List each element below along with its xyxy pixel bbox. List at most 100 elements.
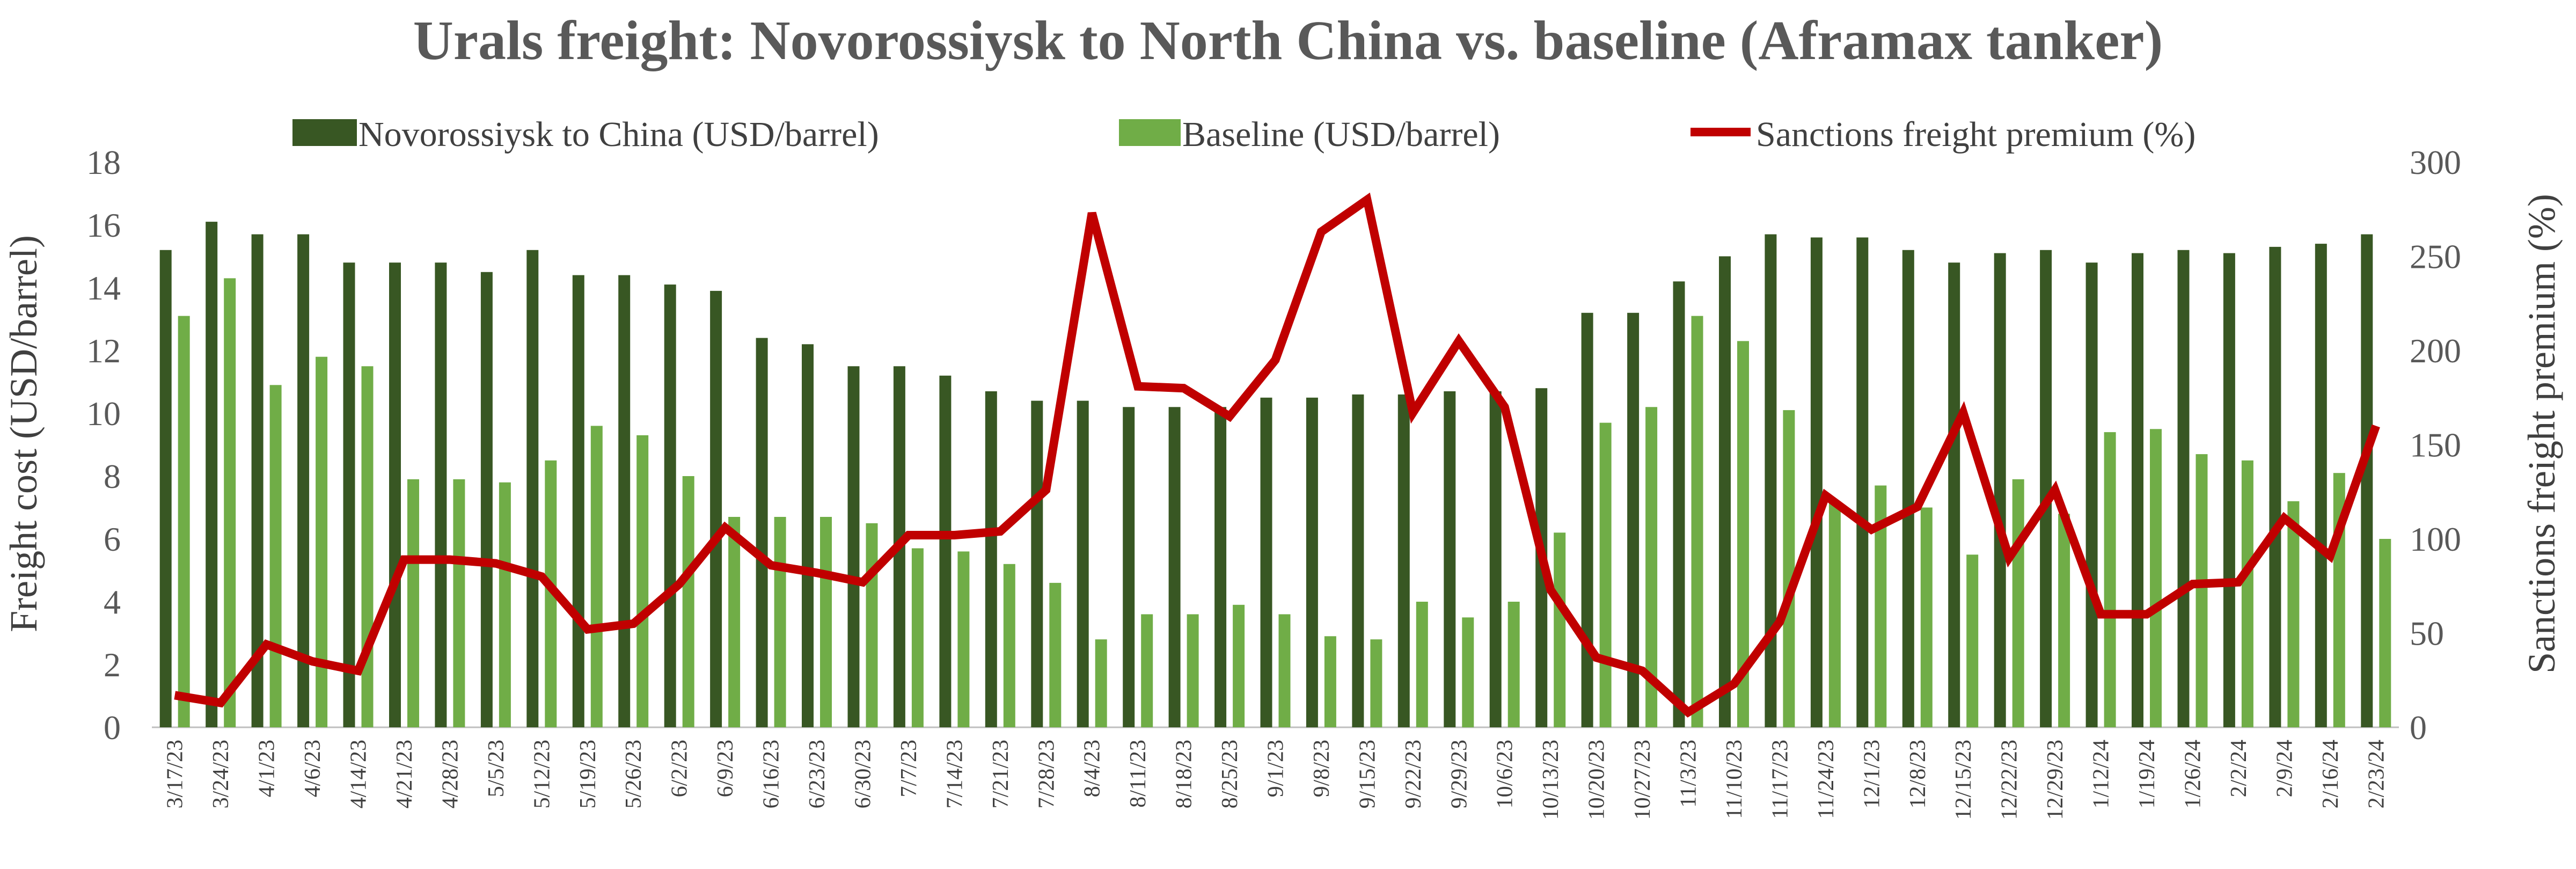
bar-novorossiysk-china xyxy=(2315,244,2327,728)
x-tick-label: 6/23/23 xyxy=(805,740,830,808)
bar-novorossiysk-china xyxy=(526,250,539,727)
bar-baseline xyxy=(728,517,741,727)
x-tick-label: 7/28/23 xyxy=(1034,740,1059,808)
bar-novorossiysk-china xyxy=(2177,250,2190,727)
bar-novorossiysk-china xyxy=(343,262,355,727)
bar-baseline xyxy=(1691,316,1703,727)
x-tick-label: 5/26/23 xyxy=(621,740,646,808)
bar-baseline xyxy=(1599,422,1612,727)
bar-baseline xyxy=(866,523,878,728)
x-tick-label: 4/1/23 xyxy=(255,740,280,797)
bar-baseline xyxy=(1783,410,1795,727)
x-tick-label: 4/28/23 xyxy=(438,740,463,808)
bar-novorossiysk-china xyxy=(1214,407,1227,727)
bar-baseline xyxy=(1416,602,1428,727)
bar-novorossiysk-china xyxy=(1627,312,1640,727)
x-tick-label: 4/14/23 xyxy=(347,740,371,808)
bar-novorossiysk-china xyxy=(802,344,814,727)
y2-axis-ticks: 0 50 100 150 200 250 300 xyxy=(2410,143,2461,747)
bar-baseline xyxy=(2012,479,2024,727)
x-tick-label: 8/4/23 xyxy=(1080,740,1105,797)
bar-novorossiysk-china xyxy=(1352,394,1364,727)
bar-baseline xyxy=(361,366,374,728)
bar-novorossiysk-china xyxy=(1902,250,1914,727)
x-tick-label: 9/15/23 xyxy=(1355,740,1380,808)
y2-tick-label: 0 xyxy=(2410,709,2427,747)
bar-baseline xyxy=(2196,454,2208,727)
bar-novorossiysk-china xyxy=(159,250,172,727)
bar-baseline xyxy=(1370,639,1382,727)
bar-novorossiysk-china xyxy=(1397,394,1410,727)
x-tick-label: 8/25/23 xyxy=(1218,740,1242,808)
x-tick-label: 2/9/24 xyxy=(2272,740,2297,797)
bar-novorossiysk-china xyxy=(1031,400,1043,727)
x-tick-label: 11/3/23 xyxy=(1677,740,1701,808)
bar-novorossiysk-china xyxy=(2269,246,2281,727)
x-tick-label: 8/18/23 xyxy=(1172,740,1197,808)
chart-title: Urals freight: Novorossiysk to North Chi… xyxy=(413,10,2163,71)
y-axis-title: Freight cost (USD/barrel) xyxy=(2,235,45,632)
x-tick-label: 12/15/23 xyxy=(1951,740,1976,820)
legend-label-premium: Sanctions freight premium (%) xyxy=(1756,115,2196,154)
bar-baseline xyxy=(2104,432,2116,727)
y-axis-ticks: 0 2 4 6 8 10 12 14 16 18 xyxy=(86,143,121,747)
bar-novorossiysk-china xyxy=(206,222,218,728)
y2-tick-label: 50 xyxy=(2410,615,2444,653)
x-tick-label: 1/26/24 xyxy=(2181,740,2206,808)
x-tick-label: 3/24/23 xyxy=(209,740,233,808)
bar-baseline xyxy=(1737,341,1749,727)
x-tick-label: 4/21/23 xyxy=(392,740,417,808)
bar-novorossiysk-china xyxy=(297,234,310,727)
bar-novorossiysk-china xyxy=(1489,391,1502,727)
bar-novorossiysk-china xyxy=(939,375,952,727)
x-tick-label: 10/20/23 xyxy=(1585,740,1609,820)
y-tick-label: 8 xyxy=(104,457,121,495)
bar-novorossiysk-china xyxy=(664,284,676,727)
bar-baseline xyxy=(636,435,649,727)
x-tick-label: 9/1/23 xyxy=(1264,740,1289,797)
y-tick-label: 10 xyxy=(86,395,121,433)
y2-axis-title: Sanctions freight premium (%) xyxy=(2520,194,2563,674)
bar-novorossiysk-china xyxy=(1077,400,1089,727)
bar-novorossiysk-china xyxy=(251,234,264,727)
legend-swatch-baseline xyxy=(1119,119,1181,146)
bar-novorossiysk-china xyxy=(756,338,768,727)
bar-novorossiysk-china xyxy=(389,262,401,727)
bar-baseline xyxy=(407,479,419,727)
x-tick-label: 10/27/23 xyxy=(1630,740,1655,820)
y2-tick-label: 250 xyxy=(2410,238,2461,276)
bar-baseline xyxy=(820,517,832,727)
line-series xyxy=(174,192,2380,718)
bar-baseline xyxy=(590,426,603,727)
x-tick-label: 12/1/23 xyxy=(1860,740,1884,808)
bar-novorossiysk-china xyxy=(2223,253,2235,728)
bar-baseline xyxy=(1187,614,1199,727)
bar-novorossiysk-china xyxy=(480,272,493,728)
bar-novorossiysk-china xyxy=(1719,256,1731,727)
bar-baseline xyxy=(1049,582,1062,727)
bar-novorossiysk-china xyxy=(1765,234,1777,727)
bar-novorossiysk-china xyxy=(1306,397,1318,728)
x-tick-label: 12/22/23 xyxy=(1997,740,2022,820)
bar-baseline xyxy=(1095,639,1107,727)
legend-label-baseline: Baseline (USD/barrel) xyxy=(1182,115,1500,154)
bar-novorossiysk-china xyxy=(1123,407,1135,727)
x-tick-label: 2/16/24 xyxy=(2318,740,2343,808)
bar-baseline xyxy=(1003,564,1015,727)
x-tick-label: 11/17/23 xyxy=(1768,740,1792,819)
bar-baseline xyxy=(682,476,694,727)
bar-baseline xyxy=(2287,501,2300,727)
y2-tick-label: 300 xyxy=(2410,143,2461,181)
bar-novorossiysk-china xyxy=(1856,237,1869,727)
bar-novorossiysk-china xyxy=(2132,253,2143,728)
bar-novorossiysk-china xyxy=(1581,312,1593,727)
x-tick-label: 2/2/24 xyxy=(2227,740,2251,797)
x-tick-label: 5/5/23 xyxy=(484,740,509,797)
x-tick-label: 10/6/23 xyxy=(1493,740,1518,808)
x-tick-label: 3/17/23 xyxy=(163,740,188,808)
bar-series xyxy=(159,222,2391,728)
y-tick-label: 4 xyxy=(104,583,121,621)
bar-baseline xyxy=(316,356,328,727)
x-tick-label: 1/12/24 xyxy=(2089,740,2114,808)
bar-baseline xyxy=(774,517,786,727)
